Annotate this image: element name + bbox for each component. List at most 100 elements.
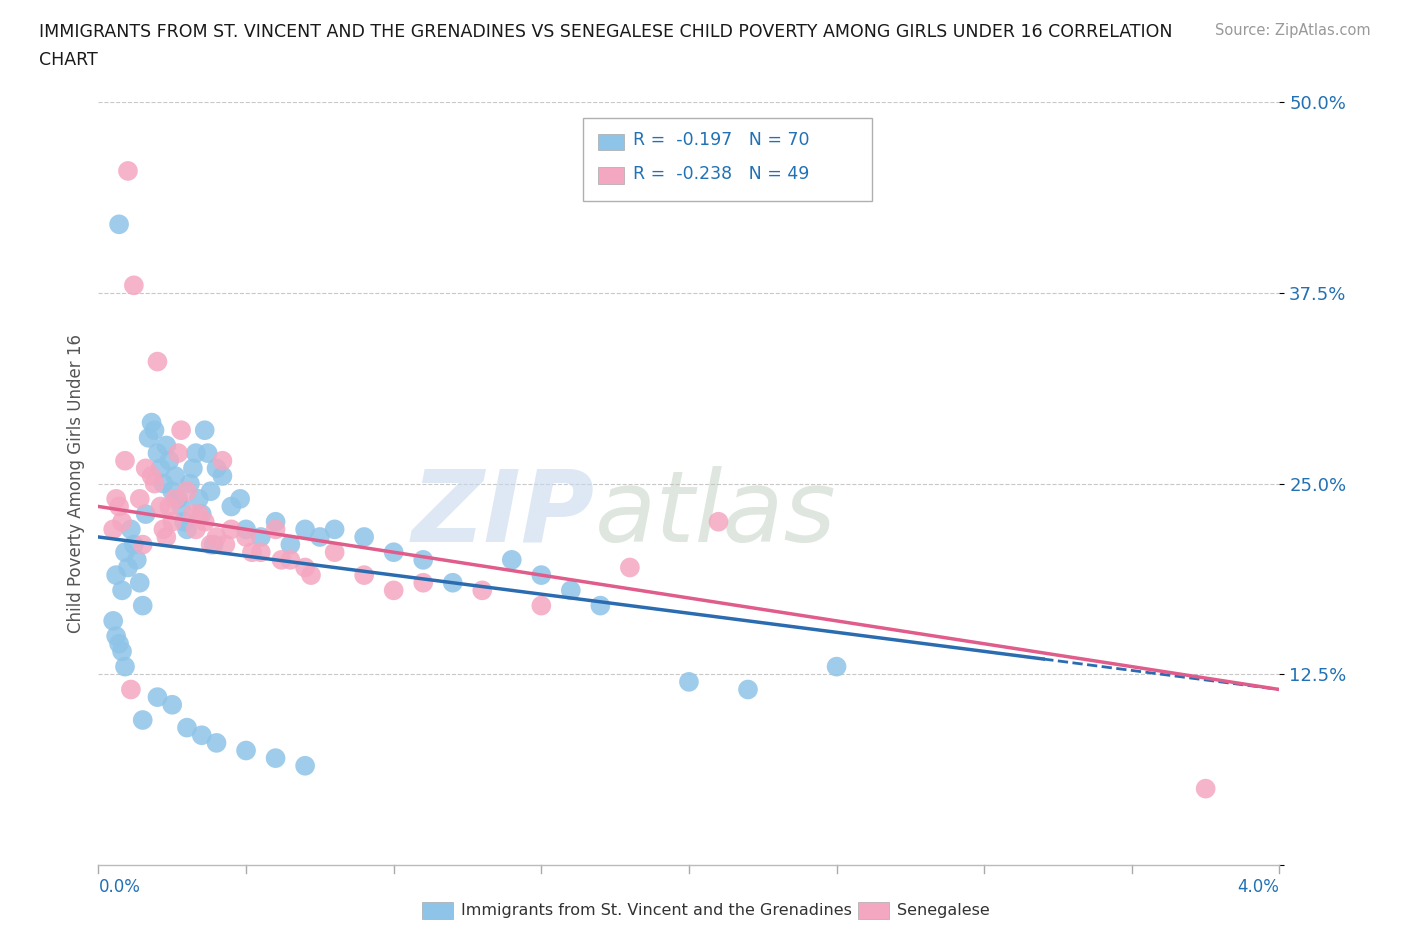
Point — [530, 598, 553, 613]
Point — [323, 522, 346, 537]
Point — [280, 538, 302, 552]
Point — [128, 491, 150, 506]
Text: CHART: CHART — [39, 51, 98, 69]
Text: Senegalese: Senegalese — [897, 903, 990, 918]
Point — [250, 529, 273, 544]
Point — [294, 522, 316, 537]
Point — [141, 415, 163, 430]
Point — [382, 545, 405, 560]
Point — [135, 507, 157, 522]
Point — [167, 445, 190, 460]
Text: R =  -0.238   N = 49: R = -0.238 N = 49 — [634, 165, 810, 183]
Point — [678, 674, 700, 689]
Point — [165, 491, 187, 506]
Point — [353, 567, 375, 582]
Point — [149, 461, 172, 476]
Point — [202, 538, 225, 552]
Point — [240, 545, 263, 560]
Point — [229, 491, 252, 506]
Point — [205, 461, 228, 476]
Point — [103, 614, 125, 629]
Point — [162, 484, 183, 498]
Point — [114, 545, 136, 560]
Point — [707, 514, 730, 529]
Point — [132, 598, 155, 613]
Point — [146, 445, 169, 460]
Point — [135, 461, 157, 476]
Point — [214, 538, 236, 552]
Point — [105, 491, 128, 506]
Point — [108, 636, 131, 651]
Point — [170, 499, 193, 514]
Point — [221, 522, 243, 537]
Point — [737, 682, 759, 697]
FancyBboxPatch shape — [582, 117, 872, 202]
Point — [412, 576, 434, 591]
Point — [141, 469, 163, 484]
Point — [211, 453, 233, 468]
Point — [264, 522, 287, 537]
Point — [157, 499, 180, 514]
Point — [143, 476, 166, 491]
Point — [235, 529, 257, 544]
Point — [1195, 781, 1218, 796]
Point — [176, 484, 198, 498]
Point — [194, 423, 217, 438]
Point — [120, 682, 142, 697]
Point — [128, 576, 150, 591]
Point — [149, 499, 172, 514]
Point — [270, 552, 292, 567]
Point — [501, 552, 523, 567]
Point — [205, 529, 228, 544]
Point — [176, 522, 198, 537]
Point — [825, 659, 848, 674]
Point — [132, 538, 155, 552]
Point — [173, 514, 195, 529]
Point — [122, 538, 145, 552]
Point — [264, 514, 287, 529]
Point — [619, 560, 641, 575]
Text: ZIP: ZIP — [412, 466, 595, 563]
Point — [111, 514, 134, 529]
Point — [146, 354, 169, 369]
Text: Immigrants from St. Vincent and the Grenadines: Immigrants from St. Vincent and the Gren… — [461, 903, 852, 918]
Point — [294, 758, 316, 773]
Point — [221, 499, 243, 514]
Point — [589, 598, 612, 613]
Point — [138, 431, 160, 445]
Point — [152, 522, 174, 537]
Point — [194, 514, 217, 529]
Point — [111, 644, 134, 658]
Point — [264, 751, 287, 765]
Point — [309, 529, 332, 544]
Text: 4.0%: 4.0% — [1237, 878, 1279, 897]
Point — [235, 743, 257, 758]
Point — [152, 476, 174, 491]
Text: IMMIGRANTS FROM ST. VINCENT AND THE GRENADINES VS SENEGALESE CHILD POVERTY AMONG: IMMIGRANTS FROM ST. VINCENT AND THE GREN… — [39, 23, 1173, 41]
Point — [114, 453, 136, 468]
Text: Source: ZipAtlas.com: Source: ZipAtlas.com — [1215, 23, 1371, 38]
FancyBboxPatch shape — [598, 134, 624, 151]
Point — [191, 728, 214, 743]
Point — [560, 583, 582, 598]
Point — [181, 461, 204, 476]
Point — [184, 445, 207, 460]
Point — [117, 164, 139, 179]
Point — [108, 217, 131, 232]
Point — [353, 529, 375, 544]
Point — [197, 445, 219, 460]
Point — [167, 491, 190, 506]
Point — [125, 552, 148, 567]
Point — [176, 720, 198, 735]
Point — [191, 507, 214, 522]
Point — [111, 583, 134, 598]
Text: R =  -0.197   N = 70: R = -0.197 N = 70 — [634, 131, 810, 150]
Point — [200, 538, 222, 552]
Point — [162, 698, 183, 712]
Point — [471, 583, 494, 598]
Y-axis label: Child Poverty Among Girls Under 16: Child Poverty Among Girls Under 16 — [66, 334, 84, 633]
Point — [412, 552, 434, 567]
Point — [211, 469, 233, 484]
Point — [294, 560, 316, 575]
Point — [205, 736, 228, 751]
